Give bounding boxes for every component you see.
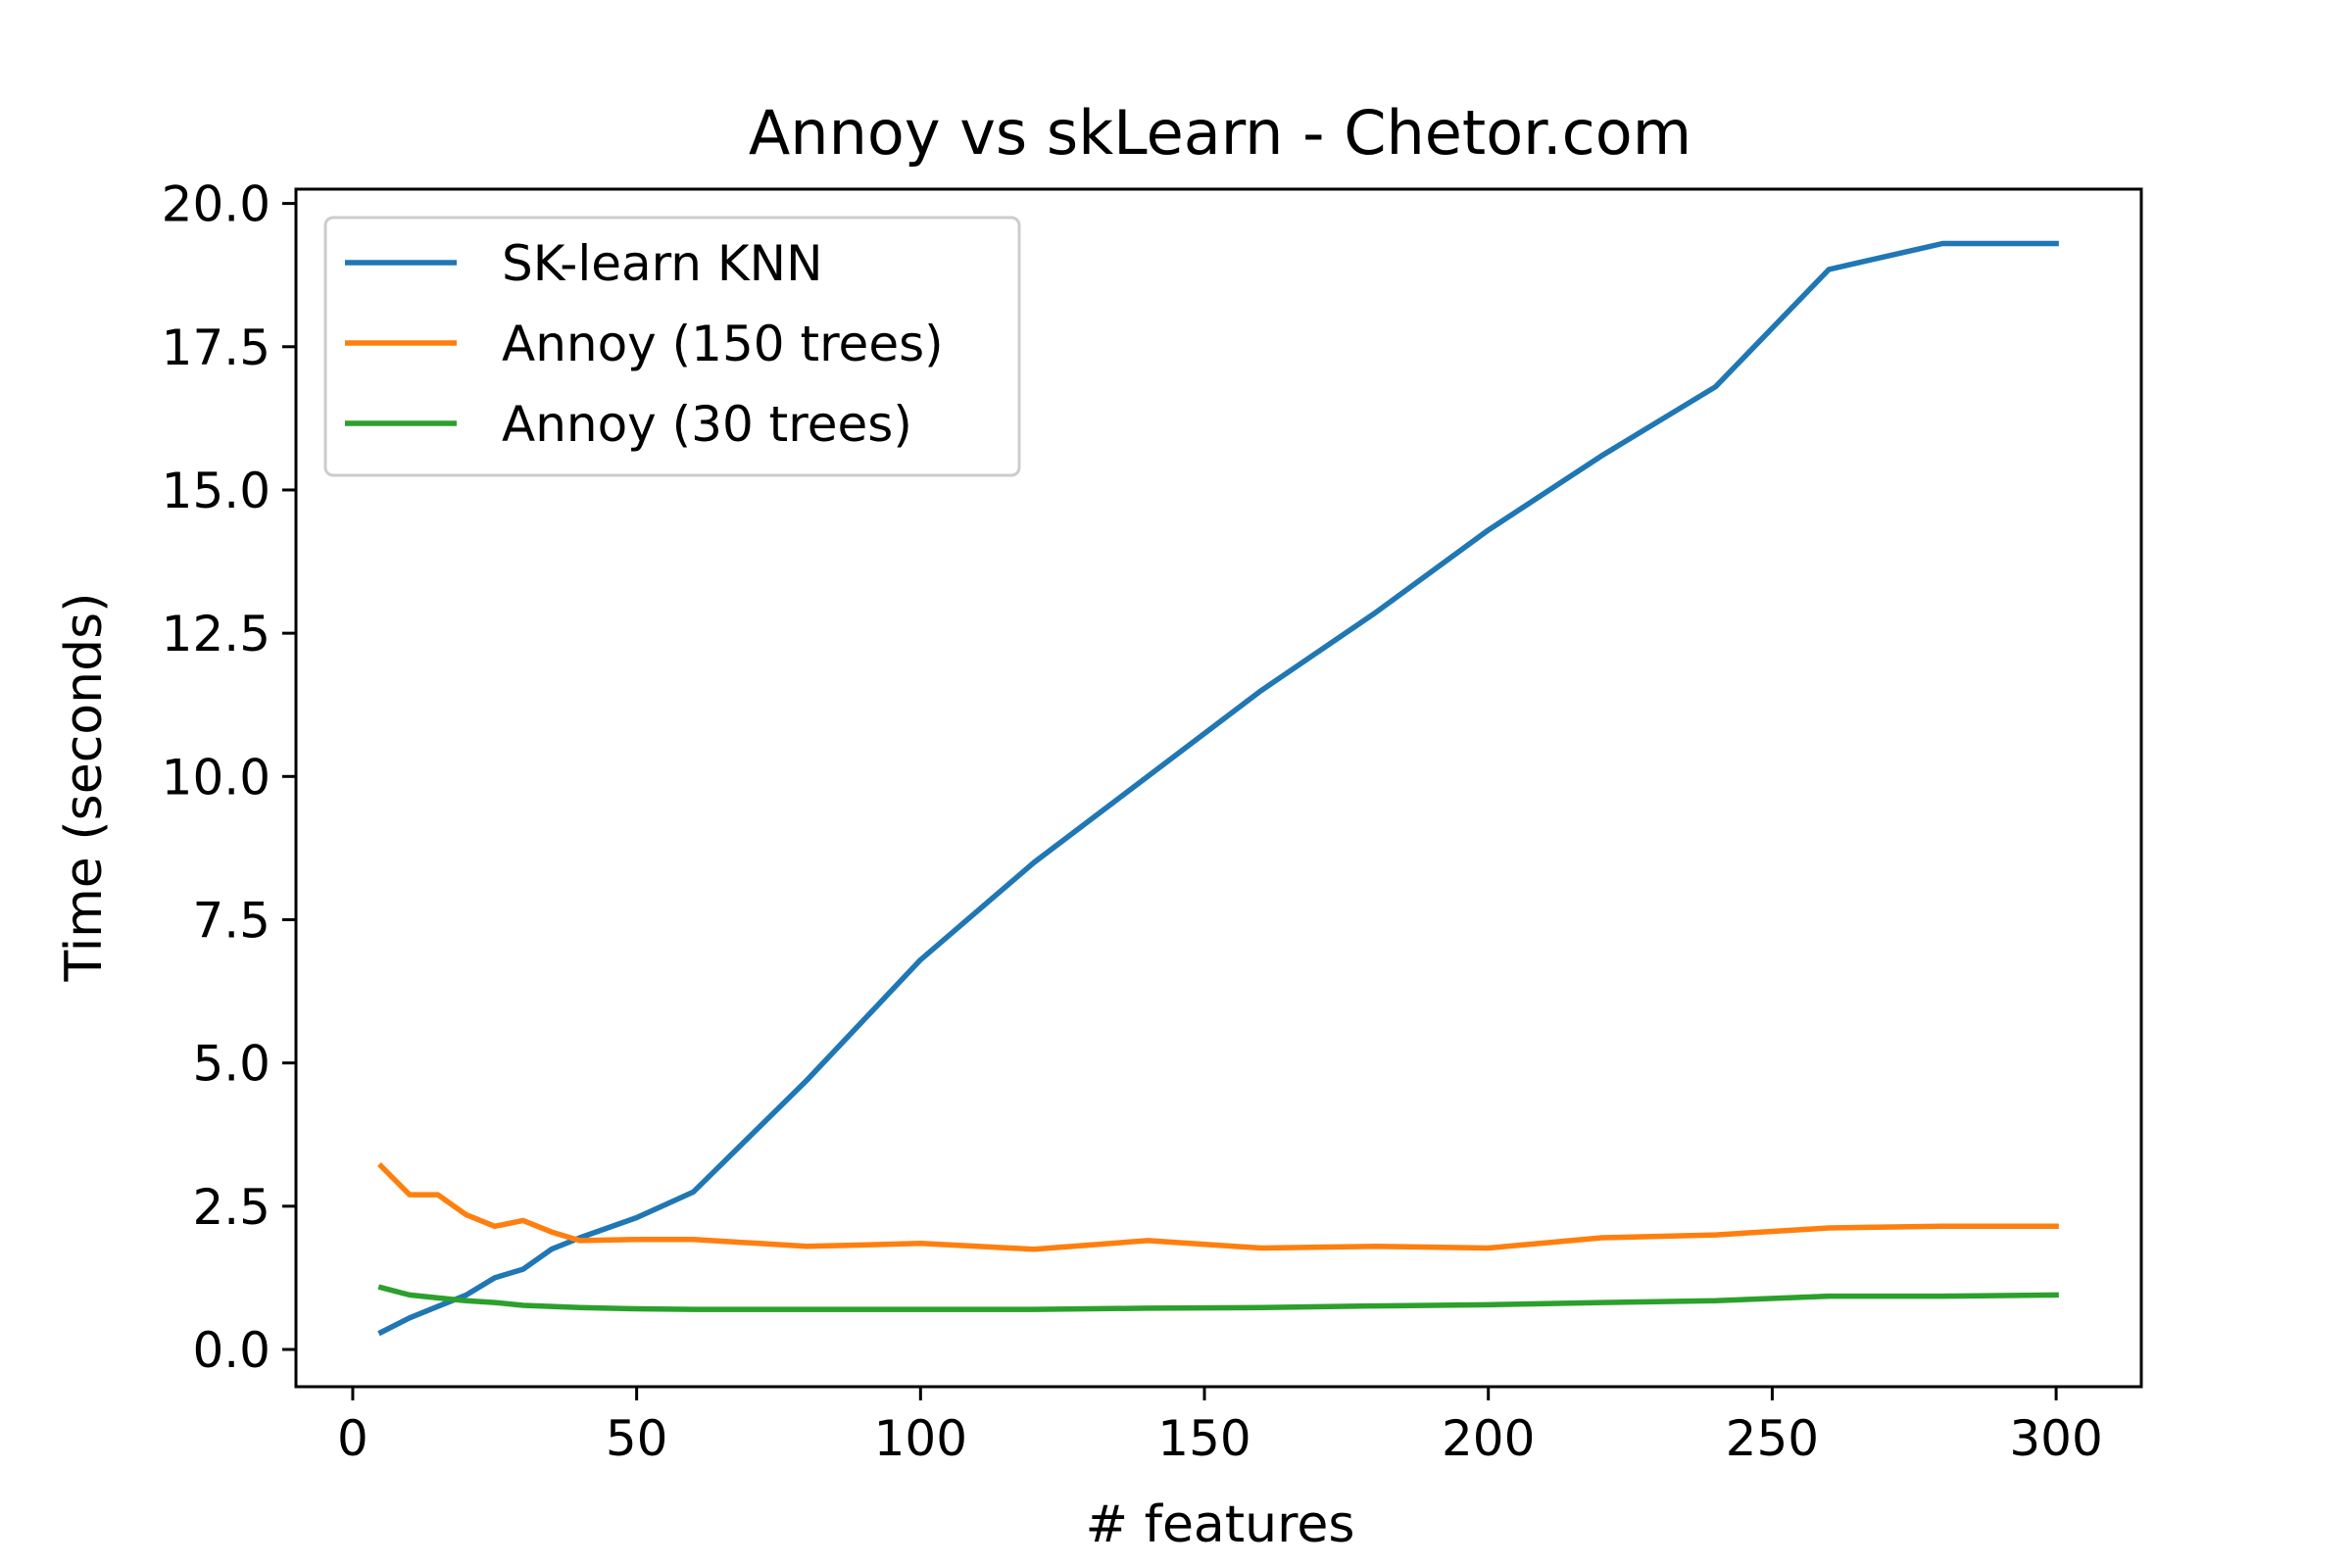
series-line-2: [377, 1284, 2059, 1312]
y-axis-label: Time (seconds): [55, 593, 114, 983]
series-line-0: [377, 240, 2059, 1337]
y-tick-label: 0.0: [192, 1322, 270, 1379]
y-tick-label: 17.5: [162, 319, 270, 376]
y-tick-label: 15.0: [162, 463, 270, 519]
y-tick-label: 5.0: [192, 1036, 270, 1093]
legend-label: Annoy (30 trees): [502, 396, 912, 453]
legend: SK-learn KNN Annoy (150 trees) Annoy (30 t…: [323, 216, 1021, 477]
x-axis: 0 50 100 150 200 250 300: [337, 1387, 2103, 1467]
y-tick-label: 7.5: [192, 892, 270, 949]
x-tick-label: 0: [337, 1410, 368, 1467]
y-tick-label: 20.0: [162, 176, 270, 233]
x-axis-label: # features: [1086, 1495, 1355, 1554]
x-tick-label: 150: [1157, 1410, 1250, 1467]
series-line-1: [377, 1162, 2059, 1252]
legend-label: Annoy (150 trees): [502, 316, 944, 372]
x-tick-label: 300: [2009, 1410, 2102, 1467]
x-tick-label: 250: [1726, 1410, 1819, 1467]
y-tick-label: 2.5: [192, 1179, 270, 1236]
x-tick-label: 100: [874, 1410, 967, 1467]
legend-label: SK-learn KNN: [502, 235, 822, 292]
legend-box: [323, 216, 1021, 477]
plot-lines: [377, 240, 2059, 1337]
chart-title: Annoy vs skLearn - Chetor.com: [749, 97, 1691, 169]
plot-frame: [294, 187, 2143, 1389]
x-tick-label: 50: [606, 1410, 668, 1467]
x-tick-label: 200: [1442, 1410, 1535, 1467]
y-tick-label: 12.5: [162, 606, 270, 662]
y-tick-label: 10.0: [162, 749, 270, 806]
y-axis: 0.0 2.5 5.0 7.5 10.0 12.5 15.0 17.5 20.0: [162, 176, 296, 1379]
